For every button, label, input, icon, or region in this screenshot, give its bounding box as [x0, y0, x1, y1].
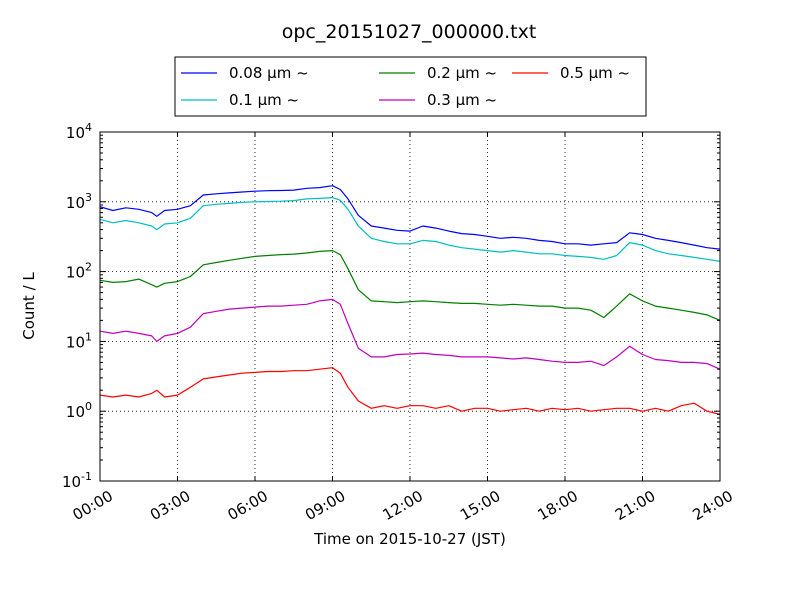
series-line-0: [100, 185, 720, 250]
legend-label-2: 0.2 μm ~: [427, 64, 497, 82]
legend-label-3: 0.3 μm ~: [427, 91, 497, 109]
series-line-4: [100, 367, 720, 415]
legend-box: [174, 56, 647, 117]
y-tick-labels: 10-1 100 101 102 103 104: [62, 121, 92, 491]
legend-label-1: 0.1 μm ~: [229, 91, 299, 109]
y-tick-label: 104: [66, 121, 92, 142]
legend: 0.08 μm ~ 0.1 μm ~ 0.2 μm ~ 0.3 μm ~ 0.5 μm …: [174, 56, 647, 117]
series-line-2: [100, 250, 720, 321]
legend-label-4: 0.5 μm ~: [560, 64, 630, 82]
y-tick-label: 100: [66, 400, 92, 421]
y-axis-label: Count / L: [20, 272, 38, 340]
chart-title: opc_20151027_000000.txt: [282, 21, 537, 43]
y-tick-label: 101: [66, 330, 92, 351]
x-axis-label: Time on 2015-10-27 (JST): [313, 530, 506, 548]
y-tick-label: 10-1: [62, 470, 92, 491]
axis-ticks: [99, 131, 721, 482]
series-layer: [100, 185, 720, 415]
series-line-3: [100, 298, 720, 370]
legend-label-0: 0.08 μm ~: [229, 64, 309, 82]
y-tick-label: 103: [66, 191, 92, 212]
series-line-1: [100, 197, 720, 262]
grid-lines: [100, 132, 720, 481]
y-tick-label: 102: [66, 261, 92, 282]
